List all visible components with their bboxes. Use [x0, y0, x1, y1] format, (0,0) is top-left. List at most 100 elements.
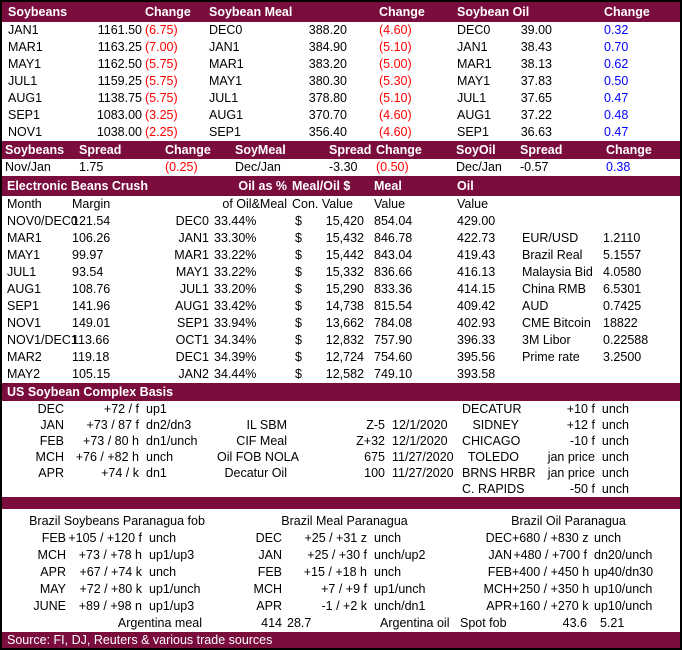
- soybeans-contract: AUG1: [8, 91, 43, 105]
- basis-location: C. RAPIDS: [462, 482, 525, 496]
- fx-value: 0.22588: [603, 333, 649, 347]
- basis-direction: dn2/dn3: [146, 418, 192, 432]
- spread-soyoil-header: SoyOil: [456, 143, 496, 157]
- meal-value: 749.10: [374, 367, 413, 381]
- futures-header-row: Soybeans Change Soybean Meal Change Soyb…: [2, 2, 680, 22]
- crush-margin: 108.76: [72, 282, 111, 296]
- brazil-meal-month: DEC: [255, 531, 282, 545]
- basis-direction: unch: [146, 450, 174, 464]
- futures-oil-title: Soybean Oil: [457, 5, 530, 19]
- meal-price: 378.80: [308, 91, 347, 105]
- spread-soybeans-header: Soybeans: [5, 143, 65, 157]
- basis-product-value: 675: [364, 450, 385, 464]
- basis-month: FEB: [39, 434, 64, 448]
- crush-row: MAY2 105.15 JAN2 34.44% $ 12,582 749.10 …: [2, 366, 680, 383]
- brazil-oil-direction: unch: [594, 531, 622, 545]
- oil-value: 393.58: [457, 367, 496, 381]
- meal-price: 384.90: [308, 40, 347, 54]
- brazil-soybeans-title: Brazil Soybeans Paranagua fob: [29, 514, 205, 528]
- meal-value: 854.04: [374, 214, 413, 228]
- futures-meal-title: Soybean Meal: [209, 5, 293, 19]
- brazil-soybeans-month: JUNE: [33, 599, 66, 613]
- crush-row: MAY1 99.97 MAR1 33.22% $ 15,442 843.04 4…: [2, 247, 680, 264]
- brazil-soybeans-month: MCH: [37, 548, 66, 562]
- soymeal-spread-value: -3.30: [329, 160, 358, 174]
- oil-pct-value: 34.44%: [214, 367, 257, 381]
- basis-date: 12/1/2020: [392, 434, 448, 448]
- brazil-meal-direction: unch/up2: [374, 548, 426, 562]
- futures-row: MAR1 1163.25 (7.00) JAN1 384.90 (5.10) J…: [2, 39, 680, 56]
- oil-pct-value: 33.20%: [214, 282, 257, 296]
- argentina-meal-value: 414: [261, 616, 282, 630]
- crush-rows: NOV0/DEC0 121.54 DEC0 33.44% $ 15,420 85…: [2, 213, 680, 383]
- meal-value-subheader: Value: [374, 197, 406, 211]
- soyoil-spread-label: Dec/Jan: [456, 160, 502, 174]
- oil-change: 0.32: [604, 23, 629, 37]
- basis-date: [385, 481, 462, 497]
- basis-product-label: IL SBM: [246, 418, 287, 432]
- dollar-sign: $: [295, 316, 302, 330]
- month-subheader: Month: [7, 197, 42, 211]
- brazil-oil-month: FEB: [487, 565, 512, 579]
- basis-value: +73 / 80 h: [83, 434, 139, 448]
- basis-row: MCH +76 / +82 h unch Oil FOB NOLA 675 11…: [2, 449, 680, 465]
- spread-header-row: Soybeans Spread Change SoyMeal Spread Ch…: [2, 141, 680, 159]
- fx-label: CME Bitcoin: [522, 316, 591, 330]
- soybeans-change-header: Change: [145, 5, 191, 19]
- oil-value: 402.93: [457, 316, 496, 330]
- crush-month: MAY1: [7, 248, 41, 262]
- fx-value: [600, 213, 680, 230]
- soybeans-change: (5.75): [145, 57, 178, 71]
- oil-change: 0.62: [604, 57, 629, 71]
- meal-price: 370.70: [308, 108, 347, 122]
- basis-month: JAN: [40, 418, 64, 432]
- spread-header: Spread: [520, 143, 563, 157]
- basis-date: 12/1/2020: [392, 418, 448, 432]
- meal-value: 754.60: [374, 350, 413, 364]
- basis-month: APR: [38, 466, 64, 480]
- dollar-sign: $: [295, 367, 302, 381]
- meal-contract: JAN1: [209, 40, 240, 54]
- con-value: 15,442: [325, 248, 364, 262]
- soybeans-change: (6.75): [145, 23, 178, 37]
- crush-margin: 93.54: [72, 265, 104, 279]
- basis-date: [385, 401, 462, 417]
- crush-month: NOV1: [7, 316, 42, 330]
- spacer: [629, 417, 680, 433]
- con-value-subheader: Con. Value: [292, 197, 353, 211]
- fx-value: [600, 366, 680, 383]
- brazil-row: FEB +105 / +120 f unch DEC +25 / +31 z u…: [2, 530, 680, 547]
- meal-price: 356.40: [308, 125, 347, 139]
- brazil-soybeans-direction: up1/up3: [149, 599, 195, 613]
- basis-row: DEC +72 / f up1 DECATUR +10 f unch: [2, 401, 680, 417]
- soybeans-contract: SEP1: [8, 108, 40, 122]
- brazil-oil-value: +250 / +350 h: [512, 582, 590, 596]
- brazil-oil-value: +160 / +270 k: [512, 599, 589, 613]
- fx-value: 1.2110: [603, 231, 641, 245]
- futures-soybeans-title: Soybeans: [8, 5, 68, 19]
- basis-row: JAN +73 / 87 f dn2/dn3 IL SBM Z-5 12/1/2…: [2, 417, 680, 433]
- basis-product-value: Z+32: [356, 434, 385, 448]
- crush-header-row: Electronic Beans Crush Oil as % Meal/Oil…: [2, 176, 680, 196]
- dollar-sign: $: [295, 214, 302, 228]
- brazil-soybeans-direction: up1/up3: [149, 548, 195, 562]
- meal-value: 843.04: [374, 248, 413, 262]
- spacer: [507, 2, 552, 22]
- meal-change: (5.30): [379, 74, 412, 88]
- basis-product-value: [287, 481, 385, 497]
- crush-contract: MAR1: [174, 248, 209, 262]
- fx-label: [522, 366, 600, 383]
- crush-row: MAR2 119.18 DEC1 34.39% $ 12,724 754.60 …: [2, 349, 680, 366]
- con-value: 12,832: [325, 333, 364, 347]
- soybeans-contract: MAY1: [8, 57, 42, 71]
- spacer: [629, 433, 680, 449]
- crush-margin: 105.15: [72, 367, 111, 381]
- spread-soymeal-header: SoyMeal: [235, 143, 286, 157]
- oil-price: 37.65: [520, 91, 552, 105]
- basis-direction: up1: [146, 402, 167, 416]
- con-value: 15,290: [325, 282, 364, 296]
- soybeans-contract: MAR1: [8, 40, 43, 54]
- crush-contract: DEC0: [175, 214, 209, 228]
- basis-month: DEC: [37, 402, 64, 416]
